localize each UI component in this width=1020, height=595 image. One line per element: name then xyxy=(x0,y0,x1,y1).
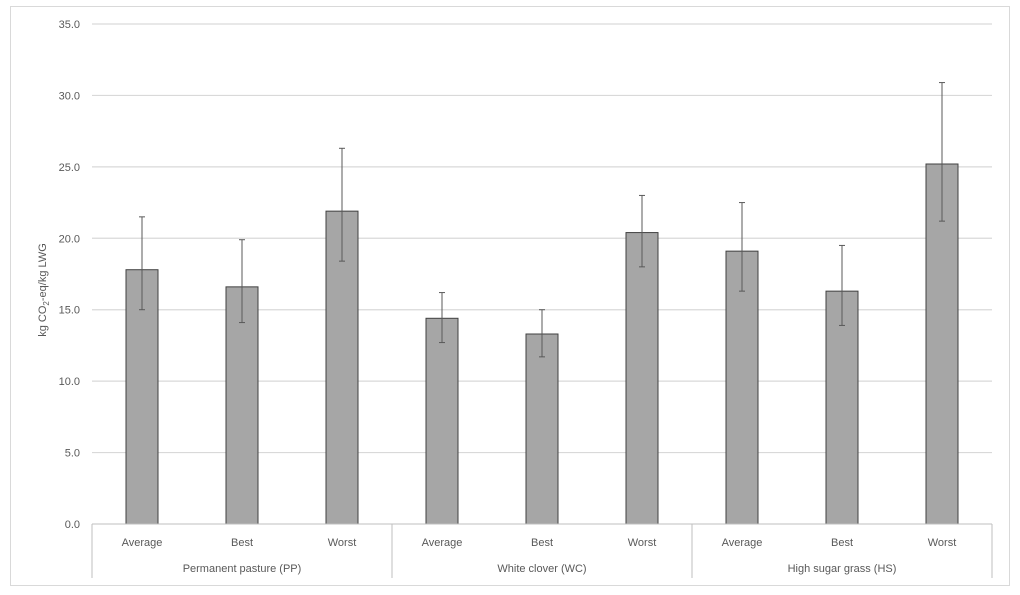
x-tick-label: Average xyxy=(422,537,463,549)
bar xyxy=(425,317,459,525)
error-bar xyxy=(839,244,845,326)
y-tick-label: 20.0 xyxy=(59,233,80,245)
x-tick-label: Worst xyxy=(328,537,357,549)
group-label: White clover (WC) xyxy=(497,563,586,575)
y-tick-label: 15.0 xyxy=(59,305,80,317)
y-tick-label: 0.0 xyxy=(65,519,80,531)
error-bar xyxy=(739,202,745,292)
bar xyxy=(525,333,559,525)
group-label: Permanent pasture (PP) xyxy=(183,563,302,575)
y-tick-label: 5.0 xyxy=(65,448,80,460)
x-tick-label: Average xyxy=(722,537,763,549)
x-axis: Average Best Worst Permanent pasture (PP) Av… xyxy=(91,523,993,578)
x-tick-label: Average xyxy=(122,537,163,549)
x-tick-label: Best xyxy=(231,537,253,549)
bars xyxy=(125,163,959,525)
bar xyxy=(925,163,959,525)
error-bar xyxy=(939,82,945,222)
bar xyxy=(825,290,859,525)
bar xyxy=(625,232,659,525)
group-label: High sugar grass (HS) xyxy=(788,563,897,575)
y-tick-label: 30.0 xyxy=(59,90,80,102)
y-tick-label: 35.0 xyxy=(59,19,80,31)
error-bar xyxy=(539,309,545,358)
y-tick-label: 10.0 xyxy=(59,376,80,388)
y-axis-tick-labels: 0.0 5.0 10.0 15.0 20.0 25.0 30.0 35.0 xyxy=(59,19,80,531)
error-bar xyxy=(439,292,445,344)
x-tick-label: Best xyxy=(531,537,553,549)
error-bar xyxy=(239,239,245,324)
x-tick-label: Best xyxy=(831,537,853,549)
y-axis-label: kg CO2-eq/kg LWG xyxy=(37,243,51,337)
x-tick-label: Worst xyxy=(628,537,657,549)
y-tick-label: 25.0 xyxy=(59,162,80,174)
bar xyxy=(325,210,359,525)
error-bar xyxy=(639,194,645,268)
error-bar xyxy=(339,147,345,262)
x-tick-label: Worst xyxy=(928,537,957,549)
error-bars xyxy=(139,82,945,358)
bar xyxy=(125,269,159,525)
bar xyxy=(725,250,759,525)
error-bar xyxy=(139,216,145,311)
bar xyxy=(225,286,259,525)
